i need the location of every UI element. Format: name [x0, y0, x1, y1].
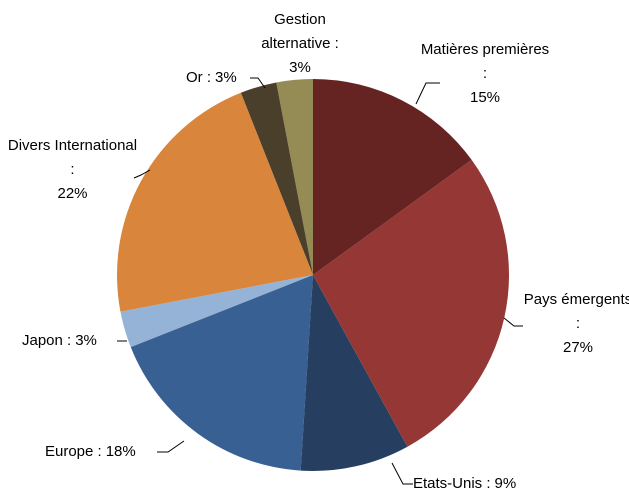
category-label: Divers International :	[7, 137, 138, 178]
value-label: 18%	[105, 443, 136, 460]
value-label: 27%	[562, 339, 594, 356]
leader-line	[391, 462, 413, 485]
pie-slice	[300, 275, 408, 471]
category-label: Matières premières :	[420, 41, 550, 82]
slice-label: Etats-Unis :9%	[413, 472, 553, 491]
leader-line	[250, 77, 266, 89]
value-label: 3%	[215, 69, 237, 86]
pie-slice	[276, 79, 313, 275]
slice-label: Divers International : 22%	[5, 134, 140, 206]
slice-label: Japon :3%	[22, 329, 122, 353]
slice-label: Or :3%	[186, 66, 256, 90]
leader-line	[157, 440, 185, 453]
slice-label: Gestion alternative : 3%	[245, 8, 355, 80]
leader-line	[415, 82, 440, 105]
category-label: Or :	[186, 69, 211, 86]
pie-slice	[313, 159, 509, 447]
pie-slice	[313, 79, 472, 275]
value-label: 15%	[469, 89, 501, 106]
category-label: Gestion alternative :	[261, 11, 339, 52]
value-label: 3%	[289, 59, 311, 76]
category-label: Pays émergents :	[523, 291, 629, 332]
category-label: Japon :	[22, 332, 72, 349]
value-label: 22%	[57, 185, 88, 202]
leader-line	[133, 169, 151, 179]
slice-label: Europe :18%	[45, 440, 165, 464]
category-label: Etats-Unis :	[413, 475, 491, 491]
pie-slice	[130, 275, 313, 471]
pie-slice	[117, 92, 313, 312]
value-label: 3%	[75, 332, 97, 349]
category-label: Europe :	[45, 443, 102, 460]
leader-line	[503, 317, 523, 327]
pie-slice	[120, 275, 313, 348]
pie-slice	[240, 82, 313, 275]
value-label: 9%	[494, 475, 517, 491]
slice-label: Pays émergents : 27%	[523, 288, 629, 360]
slice-label: Matières premières : 15%	[420, 38, 550, 110]
